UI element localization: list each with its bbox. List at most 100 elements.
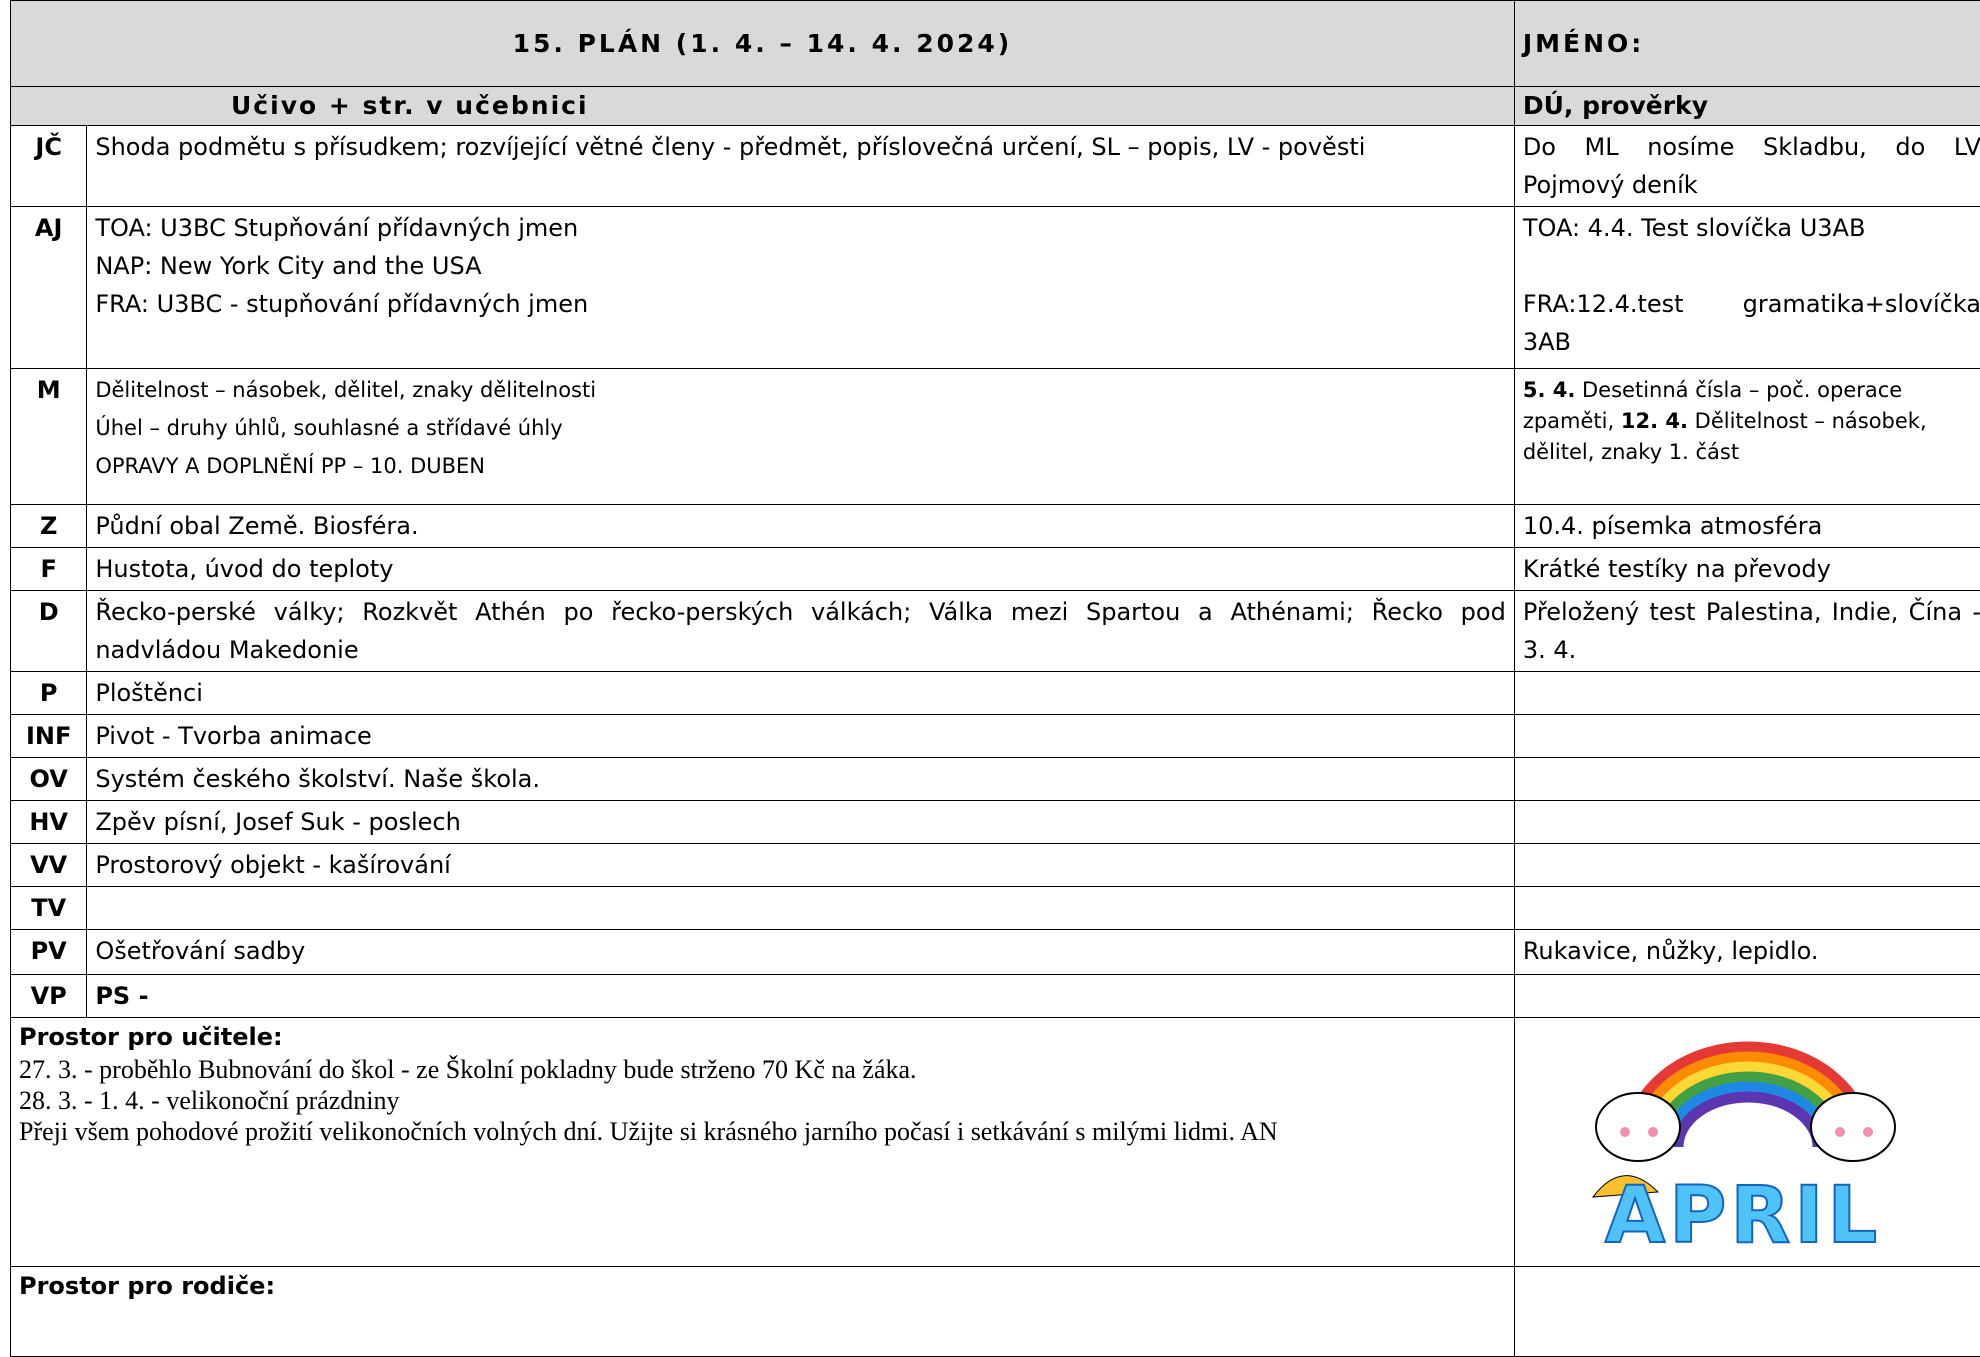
topic-line: Prostorový objekt - kašírování [95, 846, 1505, 884]
topics: Pivot - Tvorba animace [87, 715, 1514, 758]
homework-part: 5. 4. [1523, 378, 1576, 402]
teacher-line: Přeji všem pohodové prožití velikonočníc… [19, 1116, 1506, 1147]
homework-line: Do ML nosíme Skladbu, do LV Pojmový dení… [1523, 128, 1980, 204]
topic-line: Dělitelnost – násobek, dělitel, znaky dě… [95, 371, 1505, 409]
topic-line: Úhel – druhy úhlů, souhlasné a střídavé … [95, 409, 1505, 447]
topics: Půdní obal Země. Biosféra. [87, 505, 1514, 548]
homework: 10.4. písemka atmosféra [1514, 505, 1980, 548]
topic-line: Ploštěnci [95, 674, 1505, 712]
topic-line: NAP: New York City and the USA [95, 247, 1505, 285]
page: 15. PLÁN (1. 4. – 14. 4. 2024) JMÉNO: Uč… [0, 0, 1980, 1314]
topic-line: Hustota, úvod do teploty [95, 550, 1505, 588]
plan-title: 15. PLÁN (1. 4. – 14. 4. 2024) [11, 1, 1515, 87]
homework: Rukavice, nůžky, lepidlo. [1514, 930, 1980, 975]
topic-line: Zpěv písní, Josef Suk - poslech [95, 803, 1505, 841]
homework [1514, 801, 1980, 844]
subject: AJ [11, 207, 87, 369]
topics: PS - [87, 975, 1514, 1018]
subject: Z [11, 505, 87, 548]
topics: Prostorový objekt - kašírování [87, 844, 1514, 887]
subject: INF [11, 715, 87, 758]
subject: HV [11, 801, 87, 844]
subject: PV [11, 930, 87, 975]
parent-label: Prostor pro rodiče: [19, 1269, 1506, 1303]
subject: M [11, 369, 87, 505]
april-text: APRIL [1605, 1171, 1881, 1257]
column-header: Učivo + str. v učebnici [11, 87, 1515, 126]
homework: Do ML nosíme Skladbu, do LV Pojmový dení… [1514, 126, 1980, 207]
topic-line: Půdní obal Země. Biosféra. [95, 507, 1505, 545]
topics [87, 887, 1514, 930]
homework-line: Rukavice, nůžky, lepidlo. [1523, 932, 1980, 970]
subject: P [11, 672, 87, 715]
homework: Krátké testíky na převody [1514, 548, 1980, 591]
homework [1514, 715, 1980, 758]
homework [1514, 672, 1980, 715]
column-header: DÚ, prověrky [1514, 87, 1980, 126]
subject: VV [11, 844, 87, 887]
topics: Řecko-perské války; Rozkvět Athén po řec… [87, 591, 1514, 672]
subject: D [11, 591, 87, 672]
teacher-line: 27. 3. - proběhlo Bubnování do škol - ze… [19, 1054, 1506, 1085]
parent-row: Prostor pro rodiče: [11, 1267, 1980, 1357]
homework [1514, 887, 1980, 930]
topics: Systém českého školství. Naše škola. [87, 758, 1514, 801]
homework: 5. 4. Desetinná čísla – poč. operace zpa… [1514, 369, 1980, 505]
topic-line: Shoda podmětu s přísudkem; rozvíjející v… [95, 128, 1505, 166]
homework [1514, 844, 1980, 887]
parent-note: Prostor pro rodiče: [11, 1267, 1515, 1357]
parent-side [1514, 1267, 1980, 1357]
homework: Přeložený test Palestina, Indie, Čína - … [1514, 591, 1980, 672]
teacher-note: Prostor pro učitele:27. 3. - proběhlo Bu… [11, 1018, 1515, 1267]
subject: F [11, 548, 87, 591]
homework-line: FRA:12.4.test gramatika+slovíčka 3AB [1523, 285, 1980, 361]
subject: VP [11, 975, 87, 1018]
topics: Ošetřování sadby [87, 930, 1514, 975]
topic-line: Pivot - Tvorba animace [95, 717, 1505, 755]
subject-row: TV [11, 887, 1980, 930]
topics: Dělitelnost – násobek, dělitel, znaky dě… [87, 369, 1514, 505]
topic-line: TOA: U3BC Stupňování přídavných jmen [95, 209, 1505, 247]
topic-line: PS - [95, 977, 1505, 1015]
homework-line: 10.4. písemka atmosféra [1523, 507, 1980, 545]
topics: Shoda podmětu s přísudkem; rozvíjející v… [87, 126, 1514, 207]
homework [1514, 975, 1980, 1018]
teacher-line: 28. 3. - 1. 4. - velikonoční prázdniny [19, 1085, 1506, 1116]
topics: Ploštěnci [87, 672, 1514, 715]
homework-line: Krátké testíky na převody [1523, 550, 1980, 588]
homework [1514, 758, 1980, 801]
subject: OV [11, 758, 87, 801]
topics: Zpěv písní, Josef Suk - poslech [87, 801, 1514, 844]
april-picture: APRIL [1514, 1018, 1980, 1267]
homework-part: 12. 4. [1621, 409, 1688, 433]
plan-table: 15. PLÁN (1. 4. – 14. 4. 2024) JMÉNO: Uč… [10, 0, 1980, 1357]
teacher-row: Prostor pro učitele:27. 3. - proběhlo Bu… [11, 1018, 1980, 1267]
topic-line: OPRAVY A DOPLNĚNÍ PP – 10. DUBEN [95, 447, 1505, 485]
topic-line: Ošetřování sadby [95, 932, 1505, 970]
april-graphic: APRIL [1583, 1027, 1913, 1257]
teacher-label: Prostor pro učitele: [19, 1020, 1506, 1054]
subject: TV [11, 887, 87, 930]
topic-line: FRA: U3BC - stupňování přídavných jmen [95, 285, 1505, 323]
subject: JČ [11, 126, 87, 207]
name-label: JMÉNO: [1514, 1, 1980, 87]
weekly-plan: 15. PLÁN (1. 4. – 14. 4. 2024) JMÉNO: Uč… [10, 0, 1980, 1357]
topics: Hustota, úvod do teploty [87, 548, 1514, 591]
topic-line: Řecko-perské války; Rozkvět Athén po řec… [95, 593, 1505, 669]
homework-line: Přeložený test Palestina, Indie, Čína - … [1523, 593, 1980, 669]
